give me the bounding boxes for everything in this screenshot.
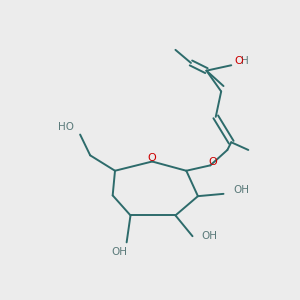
Text: OH: OH — [234, 185, 250, 195]
Text: OH: OH — [202, 231, 218, 241]
Text: O: O — [234, 56, 243, 66]
Text: O: O — [148, 153, 157, 164]
Text: H: H — [241, 56, 248, 66]
Text: O: O — [208, 157, 217, 166]
Text: HO: HO — [58, 122, 74, 132]
Text: OH: OH — [111, 247, 127, 256]
